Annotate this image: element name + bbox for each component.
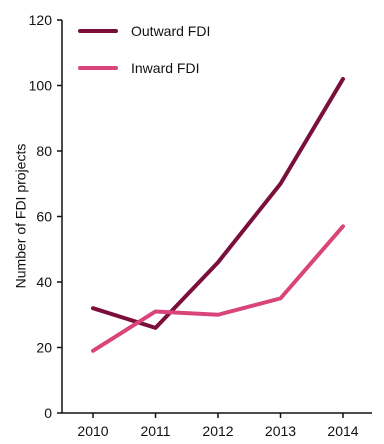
y-tick-label: 60 [36, 209, 52, 225]
x-tick-label: 2013 [265, 423, 296, 439]
x-ticks: 2010 2011 2012 2013 2014 [77, 413, 359, 439]
y-ticks: 0 20 40 60 80 100 120 [29, 12, 62, 421]
series-line-1 [91, 76, 345, 330]
y-tick-label: 20 [36, 340, 52, 356]
x-tick-label: 2010 [77, 423, 108, 439]
y-axis-title: Number of FDI projects [13, 144, 29, 289]
y-tick-label: 0 [44, 405, 52, 421]
axes [61, 20, 372, 414]
y-tick-label: 40 [36, 274, 52, 290]
y-tick-label: 80 [36, 143, 52, 159]
legend-label: Outward FDI [131, 23, 210, 39]
legend-label: Inward FDI [131, 60, 199, 76]
x-tick-label: 2014 [327, 423, 358, 439]
legend: Outward FDI Inward FDI [78, 23, 210, 76]
series-layer [91, 76, 345, 353]
series-line-2 [91, 224, 345, 353]
x-tick-label: 2011 [140, 423, 170, 439]
y-tick-label: 120 [29, 12, 53, 28]
x-tick-label: 2012 [202, 423, 233, 439]
y-tick-label: 100 [29, 78, 53, 94]
